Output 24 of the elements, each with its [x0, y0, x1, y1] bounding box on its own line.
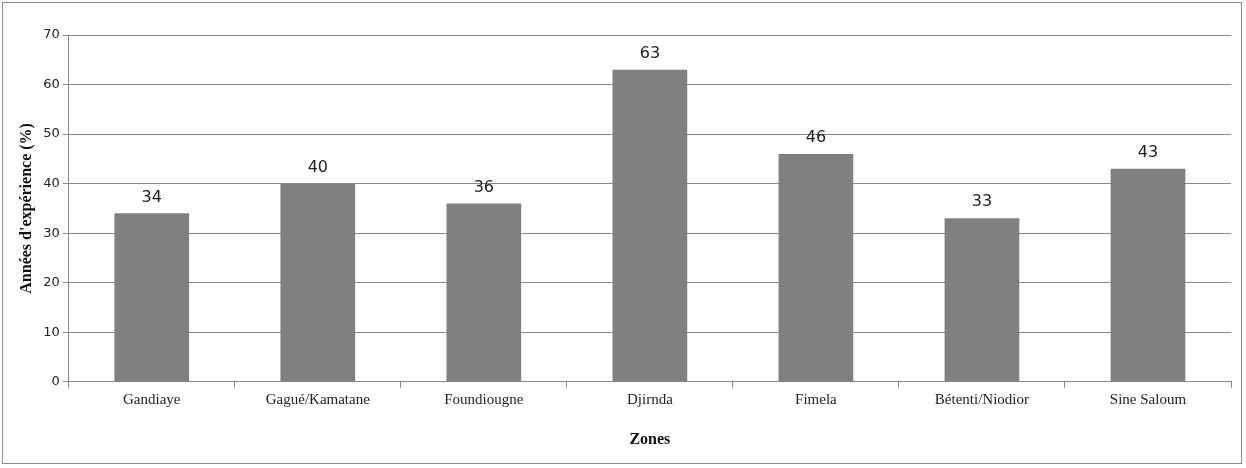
x-tick-label: Gagué/Kamatane [265, 390, 371, 407]
x-tick-label: Gandiaye [123, 390, 181, 407]
y-tick-label: 50 [43, 125, 60, 141]
x-tick-label: Bétenti/Niodior [934, 390, 1030, 407]
y-tick-label: 60 [43, 75, 60, 91]
y-tick-label: 40 [43, 175, 60, 190]
y-axis-title: Années d'expérience (%) [16, 123, 35, 294]
x-tick-label: Sine Saloum [1109, 390, 1187, 407]
data-label: 33 [971, 191, 993, 211]
x-tick-label: Djirnda [626, 390, 674, 407]
y-tick-label: 70 [43, 26, 60, 42]
data-label: 43 [1137, 141, 1159, 161]
data-label: 34 [141, 186, 162, 206]
data-label: 36 [473, 176, 495, 196]
data-label: 46 [805, 127, 827, 147]
x-tick-label: Fimela [795, 390, 838, 407]
y-tick-label: 30 [43, 224, 60, 240]
data-label: 63 [639, 42, 661, 62]
y-tick-label: 20 [43, 274, 60, 290]
x-tick-label: Foundiougne [444, 390, 524, 407]
x-axis-title: Zones [629, 429, 671, 447]
y-tick-label: 0 [51, 373, 60, 389]
y-tick-label: 10 [43, 323, 60, 339]
data-label: 40 [307, 156, 328, 176]
